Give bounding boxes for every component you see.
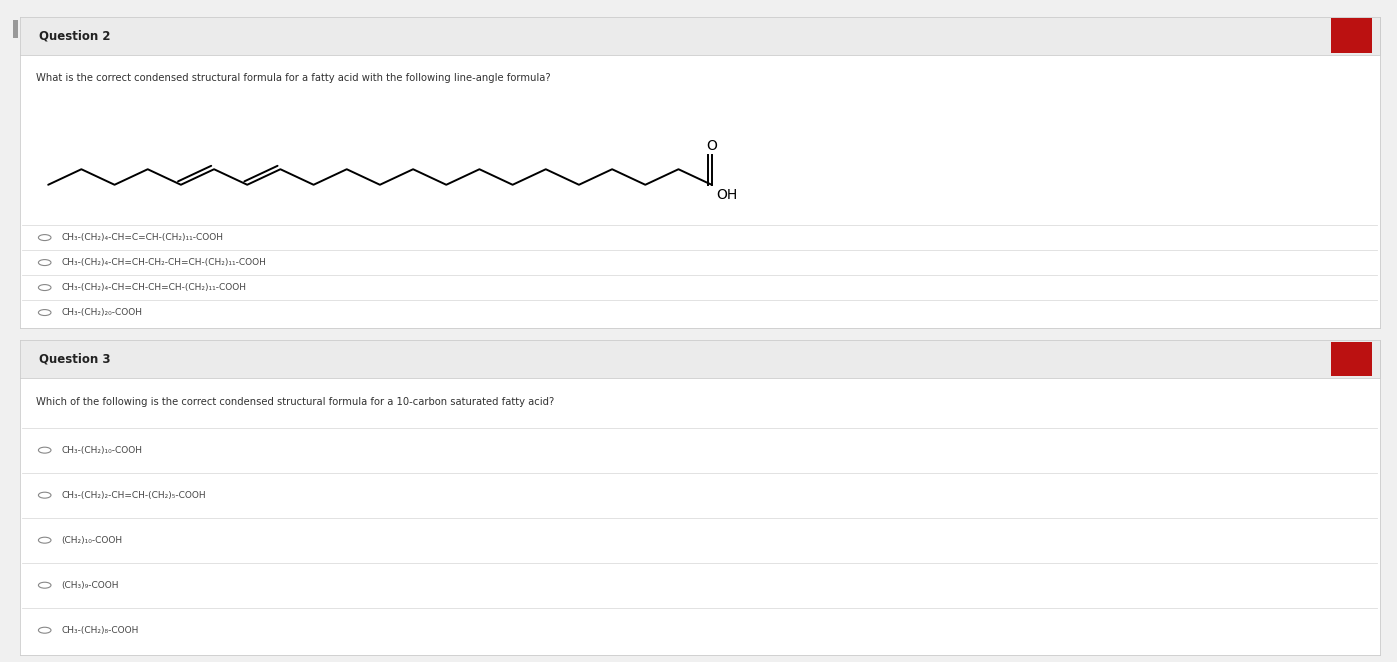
Text: What is the correct condensed structural formula for a fatty acid with the follo: What is the correct condensed structural… [36,73,550,83]
Text: O: O [707,138,717,152]
Text: CH₃-(CH₂)₂-CH=CH-(CH₂)₅-COOH: CH₃-(CH₂)₂-CH=CH-(CH₂)₅-COOH [61,491,207,500]
Text: (CH₃)₉-COOH: (CH₃)₉-COOH [61,581,119,590]
Bar [13,20,18,38]
Text: OH: OH [717,189,738,203]
Text: CH₃-(CH₂)₄-CH=C=CH-(CH₂)₁₁-COOH: CH₃-(CH₂)₄-CH=C=CH-(CH₂)₁₁-COOH [61,233,224,242]
Text: Which of the following is the correct condensed structural formula for a 10-carb: Which of the following is the correct co… [36,397,555,406]
Text: CH₃-(CH₂)₄-CH=CH-CH=CH-(CH₂)₁₁-COOH: CH₃-(CH₂)₄-CH=CH-CH=CH-(CH₂)₁₁-COOH [61,283,246,292]
Text: Question 2: Question 2 [39,29,110,42]
Text: CH₃-(CH₂)₄-CH=CH-CH₂-CH=CH-(CH₂)₁₁-COOH: CH₃-(CH₂)₄-CH=CH-CH₂-CH=CH-(CH₂)₁₁-COOH [61,258,267,267]
Bar [1331,342,1372,376]
Bar [1331,19,1372,53]
Text: CH₃-(CH₂)₈-COOH: CH₃-(CH₂)₈-COOH [61,626,138,635]
Text: (CH₂)₁₀-COOH: (CH₂)₁₀-COOH [61,536,123,545]
Text: CH₃-(CH₂)₁₀-COOH: CH₃-(CH₂)₁₀-COOH [61,446,142,455]
Text: CH₃-(CH₂)₂₀-COOH: CH₃-(CH₂)₂₀-COOH [61,308,142,317]
Text: Question 3: Question 3 [39,352,110,365]
